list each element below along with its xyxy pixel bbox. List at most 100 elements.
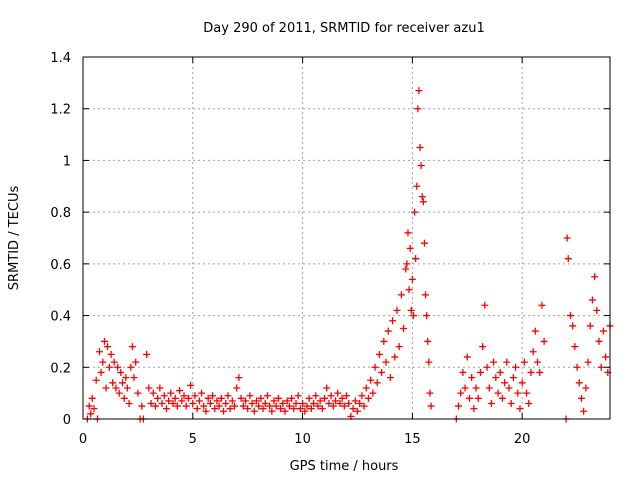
data-point bbox=[127, 363, 135, 371]
data-point bbox=[263, 392, 271, 400]
data-point bbox=[250, 407, 258, 415]
data-point bbox=[195, 397, 203, 405]
data-point bbox=[325, 399, 333, 407]
data-point bbox=[134, 389, 142, 397]
data-point bbox=[88, 394, 96, 402]
data-point bbox=[492, 374, 500, 382]
data-point bbox=[402, 265, 410, 273]
data-point bbox=[202, 407, 210, 415]
data-point bbox=[423, 312, 431, 320]
x-tick-label: 20 bbox=[514, 432, 531, 447]
data-point bbox=[143, 350, 151, 358]
y-tick-label: 1.2 bbox=[50, 103, 71, 118]
data-point bbox=[187, 381, 195, 389]
data-point bbox=[305, 394, 313, 402]
chart-title: Day 290 of 2011, SRMTID for receiver azu… bbox=[203, 21, 484, 36]
data-point bbox=[261, 399, 269, 407]
data-point bbox=[516, 405, 524, 413]
data-point bbox=[107, 350, 115, 358]
x-tick-label: 5 bbox=[189, 432, 197, 447]
data-point bbox=[602, 353, 610, 361]
data-point bbox=[496, 368, 504, 376]
data-point bbox=[248, 399, 256, 407]
data-point bbox=[362, 384, 370, 392]
data-point bbox=[283, 397, 291, 405]
data-point bbox=[206, 399, 214, 407]
data-point bbox=[204, 394, 212, 402]
data-point bbox=[571, 343, 579, 351]
data-point bbox=[105, 363, 113, 371]
x-tick-label: 0 bbox=[79, 432, 87, 447]
data-point bbox=[427, 402, 435, 410]
data-point bbox=[285, 402, 293, 410]
data-point bbox=[582, 384, 590, 392]
data-point bbox=[336, 399, 344, 407]
data-point bbox=[167, 389, 175, 397]
tick-layer bbox=[82, 56, 610, 420]
data-point bbox=[360, 402, 368, 410]
y-tick-label: 0.4 bbox=[50, 310, 71, 325]
y-tick-label: 1 bbox=[63, 154, 71, 169]
data-point bbox=[90, 405, 98, 413]
data-point bbox=[413, 182, 421, 190]
data-point bbox=[160, 392, 168, 400]
data-point bbox=[403, 260, 411, 268]
data-point bbox=[193, 405, 201, 413]
data-point bbox=[409, 312, 417, 320]
data-point bbox=[400, 325, 408, 332]
data-point bbox=[85, 402, 93, 410]
data-point bbox=[171, 394, 179, 402]
data-point bbox=[184, 394, 192, 402]
data-point bbox=[211, 405, 219, 413]
data-point bbox=[318, 405, 326, 413]
data-point bbox=[424, 337, 432, 345]
data-point bbox=[119, 379, 127, 387]
data-point bbox=[476, 368, 484, 376]
data-point bbox=[266, 402, 274, 410]
y-tick-label: 1.4 bbox=[50, 51, 71, 66]
data-point bbox=[95, 348, 103, 356]
plot-frame bbox=[82, 56, 611, 420]
data-point bbox=[301, 407, 309, 415]
data-point bbox=[189, 399, 197, 407]
data-point bbox=[109, 379, 117, 387]
data-point bbox=[461, 384, 469, 392]
data-point bbox=[349, 405, 357, 413]
data-point bbox=[198, 389, 206, 397]
data-point bbox=[151, 402, 159, 410]
data-point bbox=[356, 399, 364, 407]
data-point bbox=[470, 405, 478, 413]
y-tick-label: 0.2 bbox=[50, 361, 71, 376]
data-point bbox=[575, 379, 583, 387]
data-point bbox=[351, 397, 359, 405]
data-point bbox=[215, 402, 223, 410]
data-point bbox=[531, 327, 539, 335]
data-point bbox=[147, 399, 155, 407]
data-point bbox=[527, 368, 535, 376]
data-point bbox=[573, 363, 581, 371]
data-point bbox=[414, 105, 422, 113]
data-point bbox=[343, 392, 350, 400]
data-point bbox=[512, 363, 520, 371]
data-point bbox=[417, 162, 425, 170]
data-point bbox=[222, 399, 230, 407]
data-point bbox=[117, 368, 125, 376]
data-point bbox=[566, 312, 574, 320]
data-point bbox=[92, 376, 100, 384]
data-point bbox=[393, 306, 401, 314]
data-point bbox=[310, 399, 318, 407]
y-tick-label: 0.6 bbox=[50, 258, 71, 273]
data-point bbox=[487, 399, 495, 407]
data-point bbox=[405, 286, 413, 294]
data-point bbox=[213, 397, 221, 405]
data-point bbox=[593, 306, 601, 314]
data-point bbox=[463, 353, 471, 361]
data-point bbox=[580, 407, 588, 415]
data-point bbox=[420, 239, 428, 247]
data-point bbox=[483, 363, 491, 371]
data-point bbox=[412, 255, 420, 263]
data-point bbox=[375, 350, 383, 358]
data-point bbox=[259, 405, 267, 413]
